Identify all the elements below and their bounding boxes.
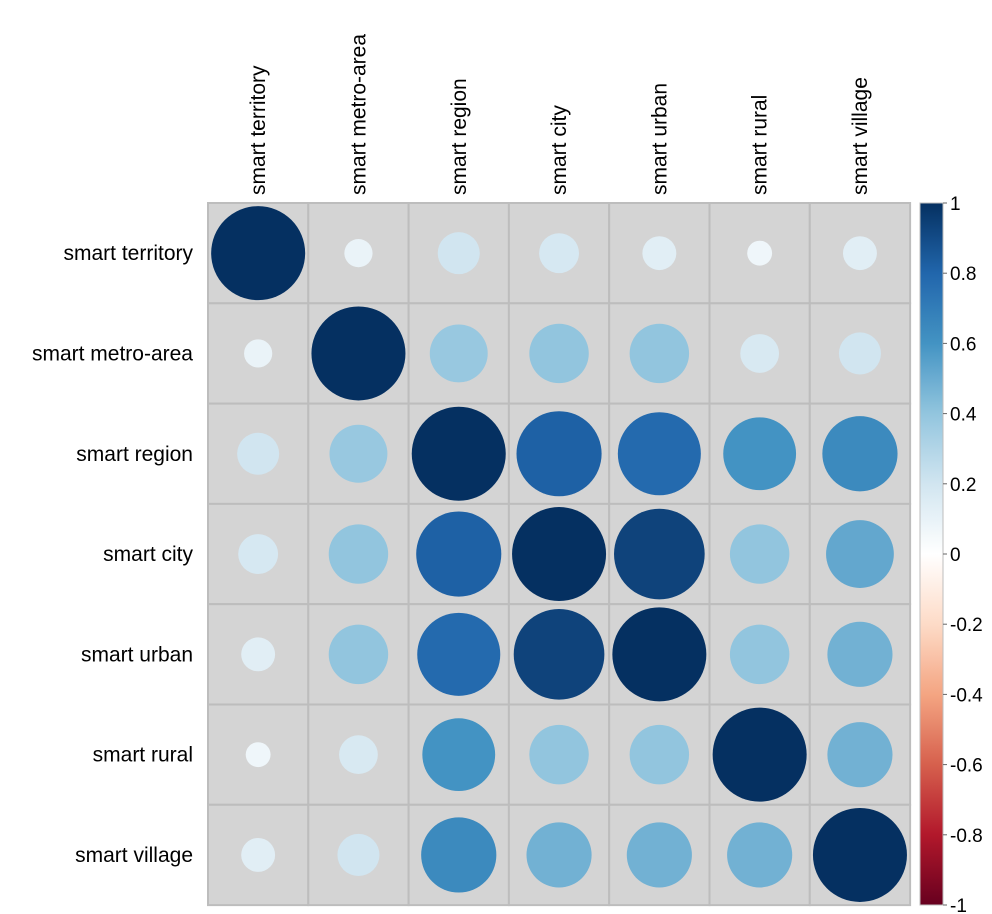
correlation-circle: [822, 416, 898, 492]
column-label: smart territory: [247, 65, 270, 195]
row-label: smart urban: [81, 643, 193, 666]
correlation-circle: [629, 724, 690, 785]
correlation-circle: [344, 239, 373, 268]
colorbar-tick-label: 0: [950, 545, 961, 566]
correlation-circle: [422, 718, 496, 792]
correlation-circle: [529, 724, 589, 785]
correlation-circle: [812, 807, 907, 902]
column-label: smart metro-area: [347, 34, 370, 195]
correlation-circle: [740, 334, 780, 373]
cell-bg: [507, 703, 611, 806]
correlation-circle: [411, 406, 506, 501]
correlation-circle: [245, 742, 271, 768]
row-label: smart city: [103, 543, 193, 566]
correlation-circles: [211, 206, 907, 902]
colorbar-tick-label: -0.2: [950, 615, 983, 636]
correlation-circle: [513, 609, 605, 700]
correlation-circle: [723, 417, 797, 491]
colorbar-tick-label: 0.2: [950, 475, 976, 496]
correlation-circle: [526, 822, 592, 888]
cell-bg: [207, 502, 310, 606]
correlation-circle: [747, 240, 773, 266]
colorbar-tick-label: 1: [950, 194, 961, 215]
colorbar-tick-label: 0.6: [950, 334, 976, 355]
cell-bg: [808, 302, 912, 405]
correlation-circle: [529, 323, 589, 384]
column-label: smart village: [849, 77, 872, 195]
colorbar-tick-label: 0.8: [950, 264, 976, 285]
correlation-circle: [539, 233, 579, 274]
correlation-circle: [337, 833, 380, 876]
correlation-circle: [626, 822, 692, 888]
row-labels: smart territory smart metro-area smart reg…: [32, 242, 194, 867]
correlation-circle: [417, 612, 501, 696]
correlation-circle: [729, 624, 790, 685]
correlation-circle: [429, 324, 488, 383]
column-label: smart urban: [648, 83, 671, 195]
column-label: smart region: [448, 78, 471, 195]
correlation-circle: [416, 511, 502, 597]
correlation-circle: [629, 323, 690, 384]
correlation-circle: [241, 637, 276, 672]
row-label: smart region: [76, 443, 193, 466]
correlation-circle: [614, 508, 705, 600]
correlation-circle: [339, 735, 378, 775]
correlation-circle: [437, 232, 480, 275]
correlation-circle: [512, 507, 607, 602]
correlation-circle: [311, 306, 406, 401]
correlation-circle: [328, 524, 389, 584]
correlation-circle: [843, 236, 877, 271]
correlation-circle: [642, 236, 677, 271]
correlation-circle: [516, 411, 602, 497]
colorbar: 1 0.8 0.6 0.4 0.2 0 -0.2 -0.4 -0.6 -0.8 -1: [919, 194, 983, 914]
correlation-circle: [827, 621, 893, 687]
correlation-circle: [421, 817, 497, 893]
correlation-circle: [729, 524, 790, 584]
row-label: smart metro-area: [32, 342, 193, 365]
correlation-circle: [244, 339, 273, 368]
correlation-circle: [838, 332, 881, 375]
colorbar-tick-label: -0.8: [950, 826, 983, 847]
row-label: smart rural: [93, 744, 193, 767]
colorbar-tick-label: 0.4: [950, 405, 977, 426]
colorbar-tick-label: -0.4: [950, 685, 983, 706]
row-label: smart village: [75, 844, 193, 867]
correlation-circle: [826, 520, 894, 588]
correlation-circle: [329, 424, 388, 483]
correlation-circle: [712, 707, 807, 802]
colorbar-tick-label: -0.6: [950, 756, 983, 777]
colorbar-gradient: [919, 202, 944, 906]
correlation-circle: [617, 412, 701, 496]
correlation-circle: [241, 838, 276, 872]
correlation-circle: [237, 432, 280, 475]
correlation-circle: [211, 206, 306, 301]
cell-bg: [207, 302, 310, 405]
correlation-circle: [827, 722, 893, 788]
correlation-circle: [612, 607, 707, 702]
correlation-circle: [238, 534, 279, 574]
colorbar-tick-label: -1: [950, 896, 967, 914]
correlation-circle: [727, 822, 793, 888]
column-labels: smart territory smart metro-area smart reg…: [247, 34, 872, 195]
row-label: smart territory: [63, 242, 193, 265]
correlation-circle: [328, 624, 389, 685]
column-label: smart rural: [749, 95, 772, 195]
column-label: smart city: [548, 105, 571, 195]
